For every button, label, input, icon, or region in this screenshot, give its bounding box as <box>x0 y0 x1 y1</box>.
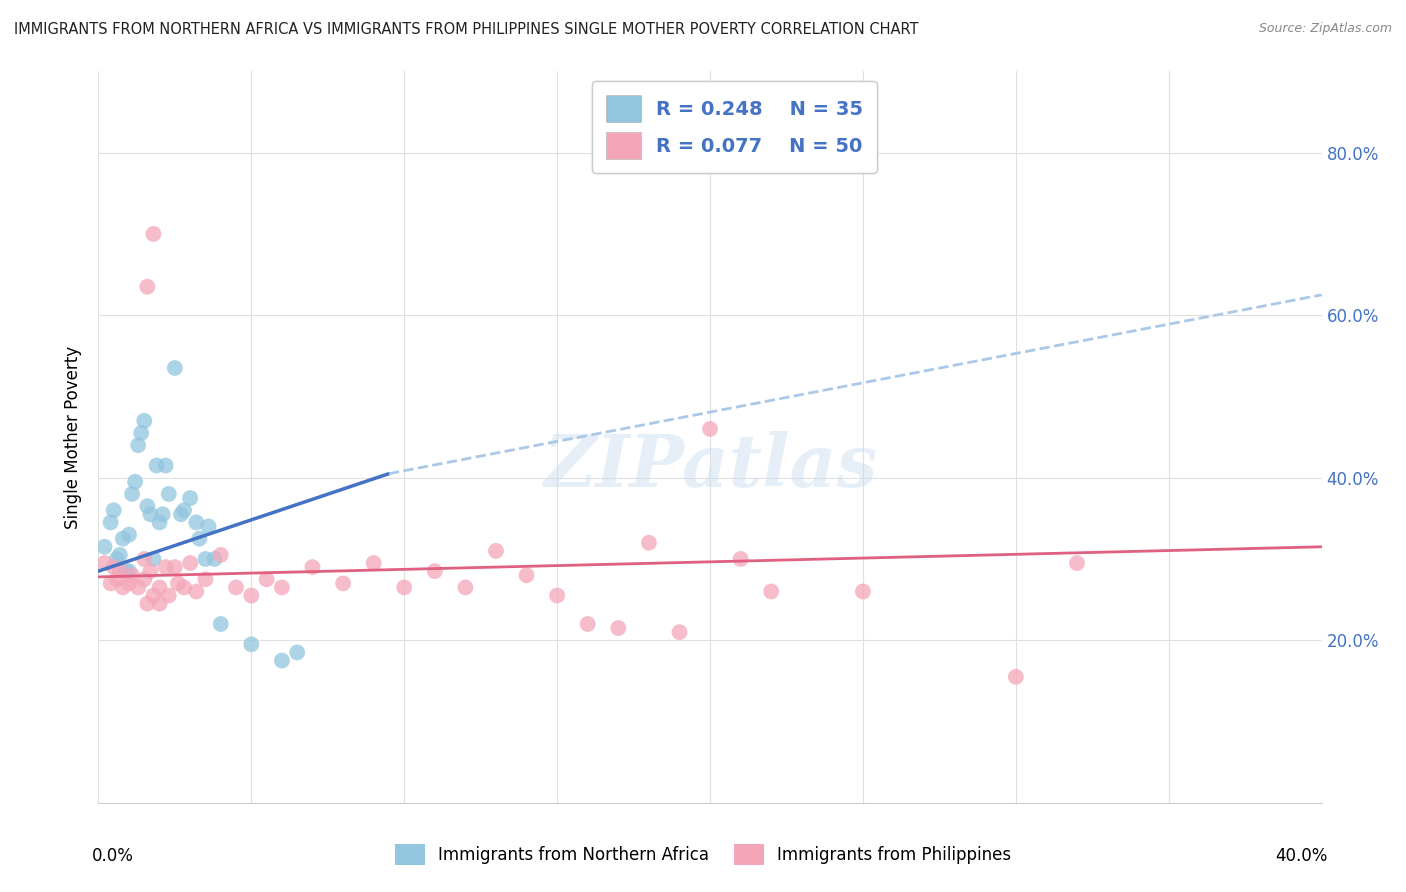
Point <box>121 487 143 501</box>
Point <box>103 503 125 517</box>
Point <box>392 581 416 595</box>
Point <box>173 503 195 517</box>
Point <box>149 516 172 530</box>
Text: 40.0%: 40.0% <box>1275 847 1327 864</box>
Point <box>332 576 354 591</box>
Point <box>121 568 143 582</box>
Point <box>157 589 180 603</box>
Point <box>93 556 115 570</box>
Point <box>142 589 165 603</box>
Point <box>454 581 477 595</box>
Point <box>152 508 174 522</box>
Text: Source: ZipAtlas.com: Source: ZipAtlas.com <box>1258 22 1392 36</box>
Point <box>194 572 217 586</box>
Point <box>167 576 190 591</box>
Point <box>179 556 201 570</box>
Point <box>115 564 138 578</box>
Point <box>188 532 211 546</box>
Point <box>240 637 263 651</box>
Point <box>163 560 186 574</box>
Point <box>105 552 128 566</box>
Point <box>134 552 156 566</box>
Point <box>111 581 134 595</box>
Text: IMMIGRANTS FROM NORTHERN AFRICA VS IMMIGRANTS FROM PHILIPPINES SINGLE MOTHER POV: IMMIGRANTS FROM NORTHERN AFRICA VS IMMIG… <box>14 22 918 37</box>
Point <box>93 540 115 554</box>
Point <box>607 621 630 635</box>
Point <box>127 581 149 595</box>
Point <box>142 552 165 566</box>
Point <box>225 581 247 595</box>
Point <box>100 576 122 591</box>
Point <box>155 458 177 473</box>
Point <box>127 438 149 452</box>
Point <box>209 617 232 632</box>
Point <box>546 589 568 603</box>
Point <box>209 548 232 562</box>
Point <box>730 552 752 566</box>
Point <box>149 597 172 611</box>
Point <box>759 584 782 599</box>
Point <box>197 519 219 533</box>
Point <box>186 516 208 530</box>
Point <box>139 564 162 578</box>
Point <box>118 564 141 578</box>
Point <box>363 556 385 570</box>
Point <box>136 597 159 611</box>
Point <box>637 535 661 549</box>
Legend: Immigrants from Northern Africa, Immigrants from Philippines: Immigrants from Northern Africa, Immigra… <box>385 834 1021 875</box>
Point <box>129 425 152 440</box>
Point <box>111 532 134 546</box>
Point <box>256 572 278 586</box>
Point <box>108 548 131 562</box>
Point <box>204 552 226 566</box>
Point <box>179 491 201 505</box>
Point <box>423 564 446 578</box>
Point <box>285 645 308 659</box>
Text: ZIPatlas: ZIPatlas <box>543 431 877 502</box>
Point <box>105 572 128 586</box>
Point <box>139 508 162 522</box>
Point <box>142 227 165 241</box>
Point <box>149 581 172 595</box>
Point <box>270 654 292 668</box>
Point <box>118 527 141 541</box>
Point <box>173 581 195 595</box>
Point <box>186 584 208 599</box>
Point <box>163 361 186 376</box>
Point <box>136 499 159 513</box>
Y-axis label: Single Mother Poverty: Single Mother Poverty <box>65 345 83 529</box>
Point <box>301 560 323 574</box>
Point <box>155 560 177 574</box>
Point <box>1004 670 1026 684</box>
Point <box>699 422 721 436</box>
Point <box>270 581 292 595</box>
Text: 0.0%: 0.0% <box>93 847 134 864</box>
Point <box>145 458 167 473</box>
Point <box>118 576 141 591</box>
Point <box>157 487 180 501</box>
Point <box>852 584 875 599</box>
Point <box>240 589 263 603</box>
Point <box>485 544 508 558</box>
Point <box>134 572 156 586</box>
Point <box>134 414 156 428</box>
Point <box>103 560 125 574</box>
Point <box>1066 556 1088 570</box>
Point <box>668 625 690 640</box>
Point <box>170 508 193 522</box>
Legend: R = 0.248    N = 35, R = 0.077    N = 50: R = 0.248 N = 35, R = 0.077 N = 50 <box>592 81 877 173</box>
Point <box>136 279 159 293</box>
Point <box>194 552 217 566</box>
Point <box>100 516 122 530</box>
Point <box>516 568 538 582</box>
Point <box>576 617 599 632</box>
Point <box>108 564 131 578</box>
Point <box>124 475 146 489</box>
